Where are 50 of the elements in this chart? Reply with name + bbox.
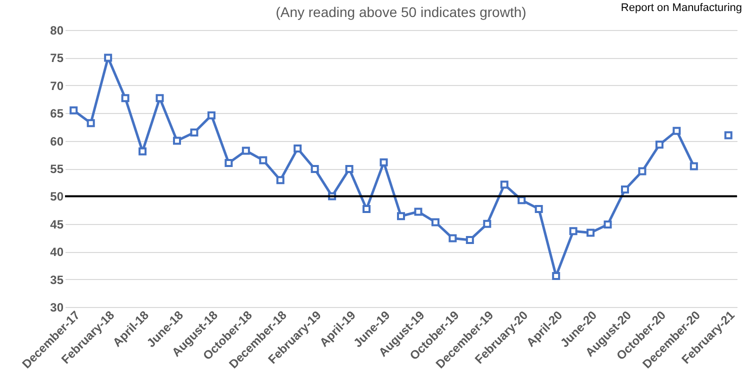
- y-tick-label: 60: [50, 134, 64, 148]
- point: [431, 218, 440, 226]
- y-tick-label: 50: [50, 190, 64, 204]
- point: [724, 131, 732, 140]
- point: [518, 196, 526, 204]
- point: [207, 111, 216, 120]
- point: [276, 176, 284, 184]
- point: [483, 220, 492, 228]
- point: [534, 204, 543, 213]
- chart-subtitle: (Any reading above 50 indicates growth): [276, 4, 526, 20]
- point: [397, 212, 405, 220]
- y-tick-label: 80: [50, 24, 64, 38]
- point: [345, 165, 354, 174]
- point: [500, 180, 508, 189]
- y-tick-label: 75: [50, 51, 64, 66]
- point: [604, 220, 612, 228]
- point: [190, 128, 198, 136]
- y-tick-label: 55: [50, 162, 64, 176]
- point: [586, 228, 595, 237]
- y-tick-label: 40: [50, 245, 64, 260]
- y-tick-label: 30: [50, 300, 64, 314]
- point: [466, 236, 474, 244]
- point: [242, 146, 250, 155]
- point: [121, 94, 130, 102]
- point: [138, 147, 147, 156]
- point: [259, 156, 268, 164]
- point: [414, 208, 422, 216]
- text: Report on Manufacturing: [620, 2, 742, 14]
- point: [569, 227, 578, 236]
- point: [672, 126, 681, 135]
- point: [448, 234, 457, 242]
- point: [380, 158, 388, 166]
- y-tick-label: 65: [50, 106, 64, 121]
- point: [552, 272, 560, 280]
- point: [224, 158, 233, 167]
- point: [690, 162, 698, 170]
- point: [310, 165, 319, 174]
- y-tick-label: 45: [50, 217, 64, 232]
- point: [86, 119, 95, 128]
- y-tick-label: 35: [50, 272, 64, 287]
- point: [70, 106, 78, 114]
- point: [294, 144, 302, 153]
- point: [104, 54, 112, 62]
- point: [621, 186, 629, 194]
- y-tick-label: 70: [50, 78, 64, 93]
- point: [156, 94, 164, 102]
- point: [638, 167, 646, 176]
- point: [173, 136, 181, 145]
- point: [655, 140, 664, 149]
- point: [362, 204, 371, 213]
